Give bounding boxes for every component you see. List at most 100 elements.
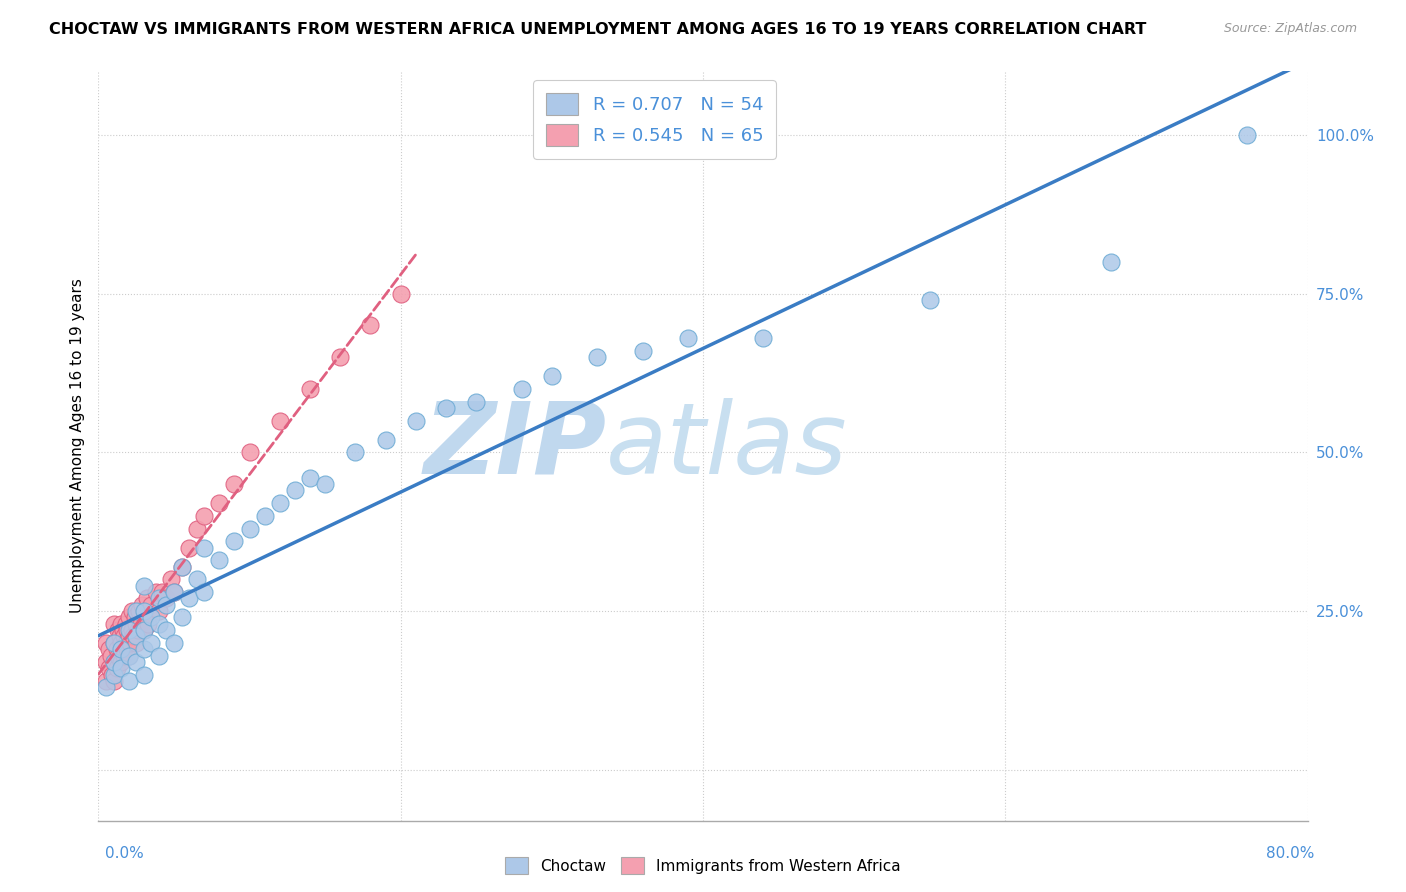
Choctaw bbox=[103, 655, 125, 669]
Immigrants from Western Africa bbox=[120, 636, 142, 650]
Choctaw bbox=[94, 681, 117, 695]
Immigrants from Western Africa bbox=[118, 648, 141, 663]
Choctaw bbox=[676, 331, 699, 345]
Choctaw bbox=[141, 636, 163, 650]
Immigrants from Western Africa bbox=[115, 642, 138, 657]
Choctaw bbox=[405, 414, 427, 428]
Choctaw bbox=[110, 661, 132, 675]
Immigrants from Western Africa bbox=[94, 636, 117, 650]
Choctaw bbox=[586, 350, 609, 364]
Choctaw bbox=[1236, 128, 1258, 142]
Choctaw bbox=[125, 604, 148, 618]
Text: Source: ZipAtlas.com: Source: ZipAtlas.com bbox=[1223, 22, 1357, 36]
Immigrants from Western Africa bbox=[94, 655, 117, 669]
Legend: Choctaw, Immigrants from Western Africa: Choctaw, Immigrants from Western Africa bbox=[499, 851, 907, 880]
Choctaw bbox=[540, 369, 562, 384]
Immigrants from Western Africa bbox=[179, 541, 201, 555]
Choctaw bbox=[132, 604, 155, 618]
Choctaw bbox=[314, 477, 336, 491]
Immigrants from Western Africa bbox=[150, 585, 173, 599]
Immigrants from Western Africa bbox=[329, 350, 352, 364]
Immigrants from Western Africa bbox=[112, 630, 135, 644]
Choctaw bbox=[193, 585, 215, 599]
Immigrants from Western Africa bbox=[107, 623, 129, 637]
Choctaw bbox=[253, 508, 276, 523]
Immigrants from Western Africa bbox=[103, 673, 125, 688]
Immigrants from Western Africa bbox=[135, 591, 157, 606]
Choctaw bbox=[148, 591, 170, 606]
Immigrants from Western Africa bbox=[110, 616, 132, 631]
Immigrants from Western Africa bbox=[186, 522, 208, 536]
Choctaw bbox=[125, 655, 148, 669]
Choctaw bbox=[374, 433, 396, 447]
Immigrants from Western Africa bbox=[110, 655, 132, 669]
Choctaw bbox=[110, 642, 132, 657]
Immigrants from Western Africa bbox=[193, 508, 215, 523]
Immigrants from Western Africa bbox=[224, 477, 246, 491]
Choctaw bbox=[510, 382, 533, 396]
Choctaw bbox=[118, 673, 141, 688]
Legend: R = 0.707   N = 54, R = 0.545   N = 65: R = 0.707 N = 54, R = 0.545 N = 65 bbox=[533, 80, 776, 159]
Choctaw bbox=[170, 610, 193, 624]
Immigrants from Western Africa bbox=[269, 414, 291, 428]
Immigrants from Western Africa bbox=[100, 648, 122, 663]
Immigrants from Western Africa bbox=[114, 616, 136, 631]
Immigrants from Western Africa bbox=[108, 630, 131, 644]
Immigrants from Western Africa bbox=[136, 616, 159, 631]
Immigrants from Western Africa bbox=[208, 496, 231, 510]
Choctaw bbox=[208, 553, 231, 567]
Choctaw bbox=[434, 401, 457, 415]
Immigrants from Western Africa bbox=[98, 642, 121, 657]
Immigrants from Western Africa bbox=[121, 604, 143, 618]
Choctaw bbox=[631, 343, 654, 358]
Immigrants from Western Africa bbox=[103, 616, 125, 631]
Choctaw bbox=[284, 483, 307, 498]
Immigrants from Western Africa bbox=[122, 630, 145, 644]
Immigrants from Western Africa bbox=[127, 623, 149, 637]
Immigrants from Western Africa bbox=[111, 642, 134, 657]
Immigrants from Western Africa bbox=[94, 673, 117, 688]
Choctaw bbox=[132, 642, 155, 657]
Immigrants from Western Africa bbox=[389, 286, 412, 301]
Choctaw bbox=[170, 559, 193, 574]
Immigrants from Western Africa bbox=[103, 655, 125, 669]
Immigrants from Western Africa bbox=[132, 604, 155, 618]
Immigrants from Western Africa bbox=[163, 585, 186, 599]
Text: atlas: atlas bbox=[606, 398, 848, 494]
Choctaw bbox=[163, 636, 186, 650]
Immigrants from Western Africa bbox=[103, 636, 125, 650]
Choctaw bbox=[918, 293, 941, 307]
Choctaw bbox=[179, 591, 201, 606]
Choctaw bbox=[465, 394, 488, 409]
Choctaw bbox=[118, 623, 141, 637]
Choctaw bbox=[239, 522, 262, 536]
Text: 80.0%: 80.0% bbox=[1267, 847, 1315, 861]
Immigrants from Western Africa bbox=[160, 572, 183, 586]
Choctaw bbox=[141, 610, 163, 624]
Immigrants from Western Africa bbox=[170, 559, 193, 574]
Choctaw bbox=[186, 572, 208, 586]
Choctaw bbox=[299, 471, 322, 485]
Choctaw bbox=[155, 623, 177, 637]
Choctaw bbox=[125, 630, 148, 644]
Immigrants from Western Africa bbox=[111, 623, 134, 637]
Immigrants from Western Africa bbox=[118, 630, 141, 644]
Choctaw bbox=[103, 667, 125, 681]
Choctaw bbox=[132, 623, 155, 637]
Immigrants from Western Africa bbox=[118, 610, 141, 624]
Immigrants from Western Africa bbox=[121, 623, 143, 637]
Immigrants from Western Africa bbox=[128, 604, 150, 618]
Choctaw bbox=[1099, 255, 1122, 269]
Y-axis label: Unemployment Among Ages 16 to 19 years: Unemployment Among Ages 16 to 19 years bbox=[69, 278, 84, 614]
Choctaw bbox=[148, 616, 170, 631]
Immigrants from Western Africa bbox=[145, 585, 167, 599]
Immigrants from Western Africa bbox=[134, 610, 156, 624]
Choctaw bbox=[193, 541, 215, 555]
Immigrants from Western Africa bbox=[98, 661, 121, 675]
Immigrants from Western Africa bbox=[141, 598, 163, 612]
Choctaw bbox=[752, 331, 775, 345]
Immigrants from Western Africa bbox=[125, 616, 148, 631]
Choctaw bbox=[155, 598, 177, 612]
Choctaw bbox=[132, 579, 155, 593]
Immigrants from Western Africa bbox=[125, 636, 148, 650]
